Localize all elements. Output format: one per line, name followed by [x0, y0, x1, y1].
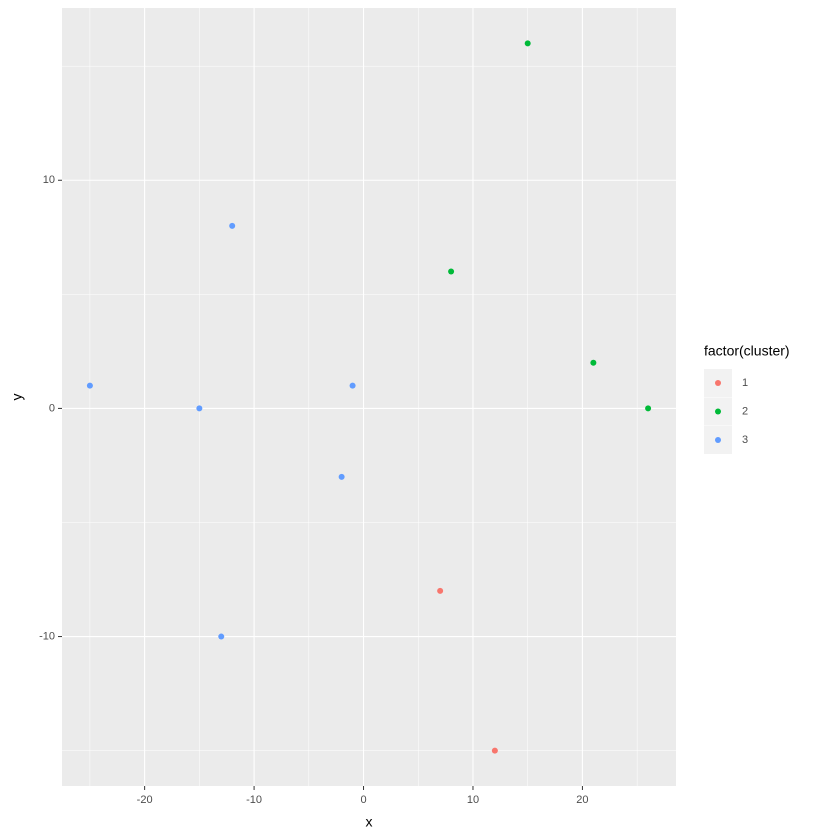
- point: [196, 405, 203, 412]
- point: [437, 587, 444, 594]
- legend-marker: [715, 380, 721, 386]
- legend-marker: [715, 408, 721, 415]
- legend-title: factor(cluster): [704, 343, 790, 359]
- x-tick-label: -10: [246, 794, 262, 806]
- x-tick-label: -20: [137, 794, 153, 806]
- panel-background: [62, 8, 676, 786]
- legend-label: 1: [742, 377, 748, 389]
- point: [491, 747, 498, 754]
- y-axis-label: y: [9, 394, 25, 401]
- legend-label: 3: [742, 434, 748, 446]
- y-tick-label: 0: [49, 402, 55, 414]
- x-tick-label: 0: [360, 794, 366, 806]
- point: [448, 268, 455, 275]
- point: [349, 382, 356, 389]
- y-tick-label: -10: [39, 630, 55, 642]
- point: [86, 382, 93, 389]
- point: [524, 40, 531, 47]
- legend-label: 2: [742, 405, 748, 417]
- x-axis-label: x: [366, 814, 373, 830]
- point: [218, 633, 225, 640]
- point: [645, 405, 652, 412]
- legend-marker: [715, 437, 721, 443]
- x-tick-label: 10: [467, 794, 479, 806]
- point: [229, 222, 236, 229]
- y-tick-label: 10: [43, 174, 55, 186]
- point: [590, 359, 597, 366]
- x-tick-label: 20: [576, 794, 588, 806]
- point: [338, 473, 345, 480]
